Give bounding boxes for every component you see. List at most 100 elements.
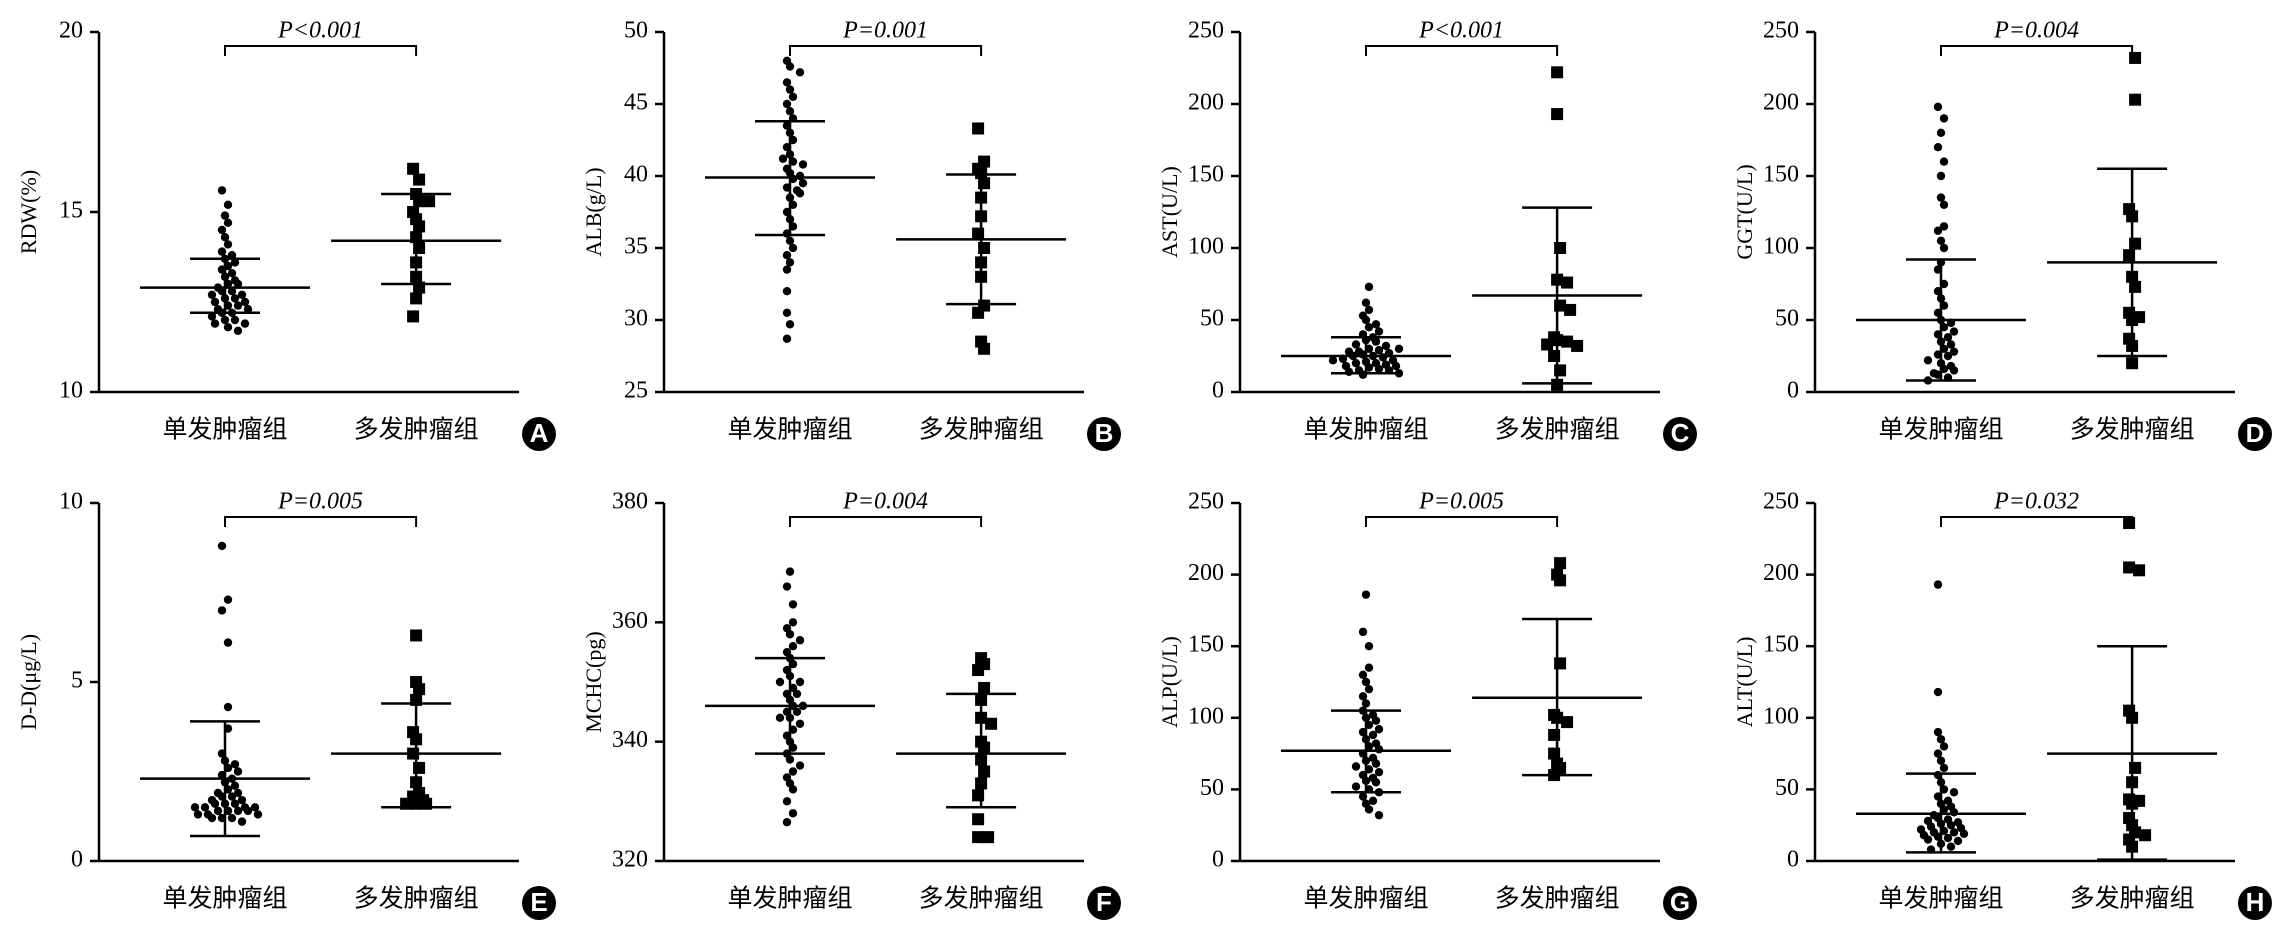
data-point bbox=[1949, 347, 1959, 356]
panel: 0 5 10 D-D(μg/L) P=0.005 单发肿瘤组 多发肿瘤组 E bbox=[16, 489, 556, 920]
data-point bbox=[1949, 366, 1959, 375]
data-point bbox=[250, 803, 260, 812]
data-point bbox=[210, 799, 220, 808]
data-point bbox=[1561, 716, 1574, 729]
data-point bbox=[798, 160, 808, 169]
data-point bbox=[213, 806, 223, 816]
data-point bbox=[972, 813, 985, 826]
data-point bbox=[1939, 157, 1949, 166]
data-point bbox=[775, 713, 785, 722]
data-point bbox=[1571, 339, 1584, 352]
data-point bbox=[795, 677, 805, 687]
data-point bbox=[1949, 828, 1959, 837]
data-point bbox=[2129, 93, 2142, 106]
panel-badge bbox=[522, 886, 556, 920]
data-point bbox=[1328, 356, 1338, 365]
data-point bbox=[1936, 735, 1946, 744]
data-point bbox=[972, 306, 985, 319]
y-tick-label: 0 bbox=[1787, 378, 1799, 404]
data-point bbox=[1371, 759, 1381, 768]
y-tick-label: 100 bbox=[1188, 703, 1224, 729]
data-point bbox=[213, 788, 223, 798]
data-point bbox=[2133, 564, 2146, 577]
data-point bbox=[210, 297, 220, 307]
data-point bbox=[795, 68, 805, 77]
data-point bbox=[1936, 236, 1946, 245]
data-point bbox=[978, 681, 991, 694]
x-tick-label: 单发肿瘤组 bbox=[162, 885, 287, 913]
panel-badge bbox=[2238, 417, 2272, 451]
data-point bbox=[2129, 51, 2142, 64]
data-point bbox=[782, 582, 792, 591]
p-value: P=0.001 bbox=[842, 18, 928, 44]
data-point bbox=[972, 122, 985, 135]
y-tick-label: 100 bbox=[1188, 234, 1224, 260]
data-point bbox=[217, 225, 227, 235]
data-point bbox=[1936, 171, 1946, 181]
p-value: P<0.001 bbox=[1418, 18, 1504, 44]
data-point bbox=[1939, 200, 1949, 209]
y-tick-label: 0 bbox=[1212, 378, 1224, 404]
y-tick-label: 200 bbox=[1763, 560, 1799, 586]
data-point bbox=[1933, 687, 1943, 697]
data-point bbox=[1351, 359, 1361, 368]
data-point bbox=[782, 334, 792, 343]
data-point bbox=[785, 85, 795, 94]
data-point bbox=[1554, 574, 1567, 587]
data-point bbox=[792, 707, 802, 717]
data-point bbox=[785, 107, 795, 116]
data-point bbox=[1351, 340, 1361, 349]
p-value: P=0.032 bbox=[1993, 489, 2079, 515]
y-tick-label: 20 bbox=[59, 18, 83, 44]
data-point bbox=[1933, 749, 1943, 758]
data-point bbox=[782, 99, 792, 109]
y-tick-label: 150 bbox=[1188, 632, 1224, 658]
data-point bbox=[785, 630, 795, 639]
data-point bbox=[1943, 333, 1953, 342]
bracket bbox=[1365, 516, 1559, 527]
data-point bbox=[785, 567, 795, 576]
y-tick-label: 340 bbox=[612, 727, 648, 753]
data-point bbox=[237, 795, 247, 805]
y-tick-label: 10 bbox=[59, 489, 83, 515]
p-value: P=0.005 bbox=[277, 489, 363, 515]
y-tick-label: 200 bbox=[1188, 560, 1224, 586]
y-tick-label: 25 bbox=[624, 378, 648, 404]
data-point bbox=[230, 315, 240, 325]
y-tick-label: 50 bbox=[624, 18, 648, 44]
y-axis-label: D-D(μg/L) bbox=[16, 634, 41, 730]
y-tick-label: 10 bbox=[59, 378, 83, 404]
data-point bbox=[1561, 335, 1574, 348]
y-tick-label: 200 bbox=[1188, 90, 1224, 116]
data-point bbox=[1923, 835, 1933, 844]
data-point bbox=[1923, 356, 1933, 365]
data-point bbox=[207, 312, 217, 321]
y-tick-label: 50 bbox=[1200, 775, 1224, 801]
panel-letter: D bbox=[2246, 418, 2265, 448]
data-point bbox=[782, 265, 792, 274]
data-point bbox=[223, 702, 233, 712]
data-point bbox=[413, 683, 426, 696]
data-point bbox=[410, 629, 423, 642]
data-point bbox=[1364, 323, 1374, 332]
data-point bbox=[1371, 320, 1381, 329]
data-point bbox=[227, 269, 237, 278]
bracket bbox=[789, 45, 983, 56]
x-tick-label: 多发肿瘤组 bbox=[354, 885, 479, 913]
data-point bbox=[788, 618, 798, 627]
data-point bbox=[1933, 226, 1943, 235]
y-tick-label: 380 bbox=[612, 489, 648, 515]
data-point bbox=[972, 664, 985, 677]
data-point bbox=[1561, 276, 1574, 289]
x-tick-label: 单发肿瘤组 bbox=[1878, 416, 2003, 444]
data-point bbox=[985, 717, 998, 730]
p-value: P=0.004 bbox=[1993, 18, 2079, 44]
data-point bbox=[975, 167, 988, 180]
data-point bbox=[782, 78, 792, 87]
data-point bbox=[1364, 282, 1374, 292]
data-point bbox=[2123, 561, 2136, 574]
data-point bbox=[233, 767, 243, 776]
y-tick-label: 100 bbox=[1763, 703, 1799, 729]
panel-letter: E bbox=[530, 887, 547, 917]
data-point bbox=[795, 719, 805, 728]
